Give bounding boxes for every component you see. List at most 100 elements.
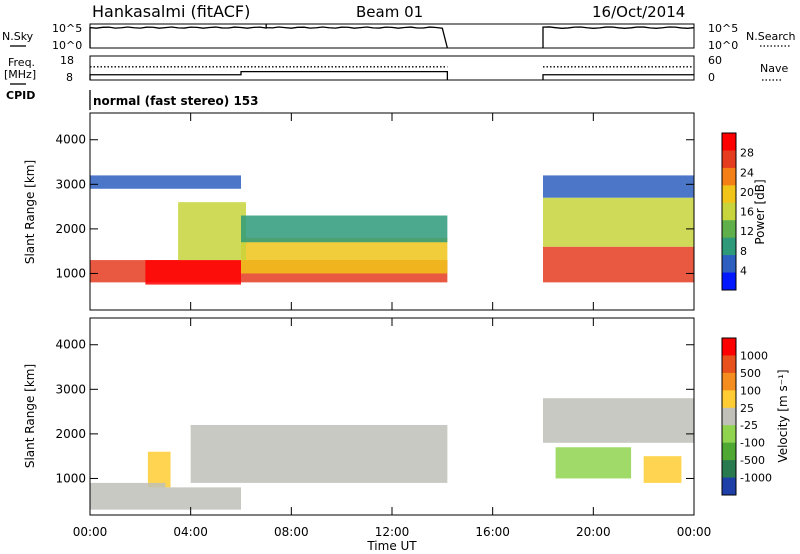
power-heatmap xyxy=(90,175,694,285)
colorbar-tick-label: 1000 xyxy=(740,349,768,362)
nsky-panel: N.Sky 10^5 10^0 10^5 10^0 N.Search xyxy=(2,22,796,52)
nsky-tick-top-right: 10^5 xyxy=(708,22,738,35)
heatmap-region xyxy=(643,456,682,483)
power-colorbar-label: Power [dB] xyxy=(753,179,767,244)
x-tick-label: 00:00 xyxy=(677,525,712,539)
y-tick-label: 4000 xyxy=(55,338,86,352)
x-tick-label: 08:00 xyxy=(274,525,309,539)
y-tick-label: 2000 xyxy=(55,222,86,236)
y-tick-label: 3000 xyxy=(55,382,86,396)
nave-label: Nave xyxy=(760,62,788,75)
colorbar-swatch xyxy=(722,272,736,291)
colorbar-swatch xyxy=(722,167,736,186)
heatmap-region xyxy=(178,202,247,261)
nsky-tick-bottom-right: 10^0 xyxy=(708,39,738,52)
heatmap-region xyxy=(90,175,241,189)
station-title: Hankasalmi (fitACF) xyxy=(92,2,250,21)
power-panel: 1000 2000 3000 4000 Slant Range [km] 28 24 20… xyxy=(23,112,767,311)
heatmap-region xyxy=(543,398,694,443)
colorbar-swatch xyxy=(722,185,736,204)
freq-panel: Freq. [MHz] 18 8 60 0 Nave xyxy=(4,54,788,85)
heatmap-region xyxy=(165,487,241,510)
velocity-frame xyxy=(89,317,695,516)
freq-unit-label: [MHz] xyxy=(4,68,36,81)
velocity-panel: 1000 2000 3000 4000 Slant Range [km] 1000 50… xyxy=(23,317,790,516)
colorbar-tick-label: -1000 xyxy=(740,472,772,485)
freq-tick-top: 18 xyxy=(60,54,74,67)
freq-series-line xyxy=(89,70,694,80)
colorbar-swatch xyxy=(722,202,736,221)
colorbar-tick-label: -500 xyxy=(740,454,765,467)
velocity-heatmap xyxy=(90,398,694,510)
x-tick-label: 16:00 xyxy=(475,525,510,539)
freq-label: Freq. xyxy=(8,56,35,69)
y-tick-label: 2000 xyxy=(55,427,86,441)
x-tick-label: 04:00 xyxy=(173,525,208,539)
colorbar-tick-label: 25 xyxy=(740,402,754,415)
colorbar-tick-label: 20 xyxy=(740,186,754,199)
nsky-series-line xyxy=(89,24,695,49)
colorbar-swatch xyxy=(722,372,736,391)
colorbar-tick-label: 12 xyxy=(740,225,754,238)
heatmap-region xyxy=(543,197,694,247)
colorbar-frame xyxy=(721,337,737,496)
y-tick-label: 1000 xyxy=(55,266,86,280)
nsky-tick-bottom-left: 10^0 xyxy=(52,39,82,52)
colorbar-swatch xyxy=(722,255,736,274)
power-ylabel: Slant Range [km] xyxy=(23,160,37,264)
power-frame xyxy=(89,112,695,311)
cpid-label: CPID xyxy=(6,89,35,102)
colorbar-swatch xyxy=(722,355,736,374)
nsearch-label: N.Search xyxy=(746,30,796,43)
heatmap-region xyxy=(241,215,448,243)
colorbar-tick-label: -100 xyxy=(740,437,765,450)
date-title: 16/Oct/2014 xyxy=(592,3,685,21)
heatmap-region xyxy=(145,260,241,285)
y-tick-label: 3000 xyxy=(55,177,86,191)
heatmap-region xyxy=(190,424,448,483)
velocity-y-ticks: 1000 2000 3000 4000 xyxy=(55,338,694,485)
nave-tick-bottom: 0 xyxy=(708,71,715,84)
nsky-label: N.Sky xyxy=(2,30,34,43)
x-tick-label: 12:00 xyxy=(375,525,410,539)
colorbar-tick-label: 24 xyxy=(740,166,754,179)
colorbar-tick-label: 100 xyxy=(740,384,761,397)
colorbar-tick-label: 4 xyxy=(740,264,747,277)
colorbar-swatch xyxy=(722,133,736,151)
x-tick-label: 00:00 xyxy=(73,525,108,539)
colorbar-swatch xyxy=(722,407,736,426)
x-tick-label: 20:00 xyxy=(576,525,611,539)
x-tick-labels: 00:00 04:00 08:00 12:00 16:00 20:00 00:00 xyxy=(73,525,712,539)
colorbar-swatch xyxy=(722,237,736,256)
colorbar-swatch xyxy=(722,220,736,239)
nsky-tick-top-left: 10^5 xyxy=(52,22,82,35)
colorbar-tick-label: -25 xyxy=(740,419,758,432)
freq-tick-bottom: 8 xyxy=(66,71,73,84)
colorbar-frame xyxy=(721,132,737,291)
heatmap-region xyxy=(147,451,171,488)
colorbar-swatch xyxy=(722,460,736,479)
power-y-ticks: 1000 2000 3000 4000 xyxy=(55,133,694,280)
colorbar-swatch xyxy=(722,338,736,356)
colorbar-swatch xyxy=(722,425,736,444)
heatmap-region xyxy=(555,447,632,479)
cpid-text: normal (fast stereo) 153 xyxy=(93,94,259,108)
x-axis-title: Time UT xyxy=(366,539,417,553)
freq-frame xyxy=(89,55,695,81)
power-colorbar: 28 24 20 16 12 8 4 xyxy=(721,132,754,291)
colorbar-swatch xyxy=(722,150,736,169)
velocity-colorbar: 1000 500 100 25 -25 -100 -500 -1000 xyxy=(721,337,772,496)
colorbar-tick-label: 16 xyxy=(740,206,754,219)
colorbar-tick-label: 500 xyxy=(740,367,761,380)
colorbar-swatch xyxy=(722,477,736,496)
heatmap-region xyxy=(90,482,166,510)
heatmap-region xyxy=(241,237,448,274)
velocity-colorbar-label: Velocity [m s⁻¹] xyxy=(776,369,790,462)
beam-title: Beam 01 xyxy=(356,3,423,21)
y-tick-label: 1000 xyxy=(55,471,86,485)
heatmap-region xyxy=(543,246,694,283)
colorbar-tick-label: 28 xyxy=(740,147,754,160)
colorbar-tick-label: 8 xyxy=(740,245,747,258)
nave-tick-top: 60 xyxy=(708,54,722,67)
